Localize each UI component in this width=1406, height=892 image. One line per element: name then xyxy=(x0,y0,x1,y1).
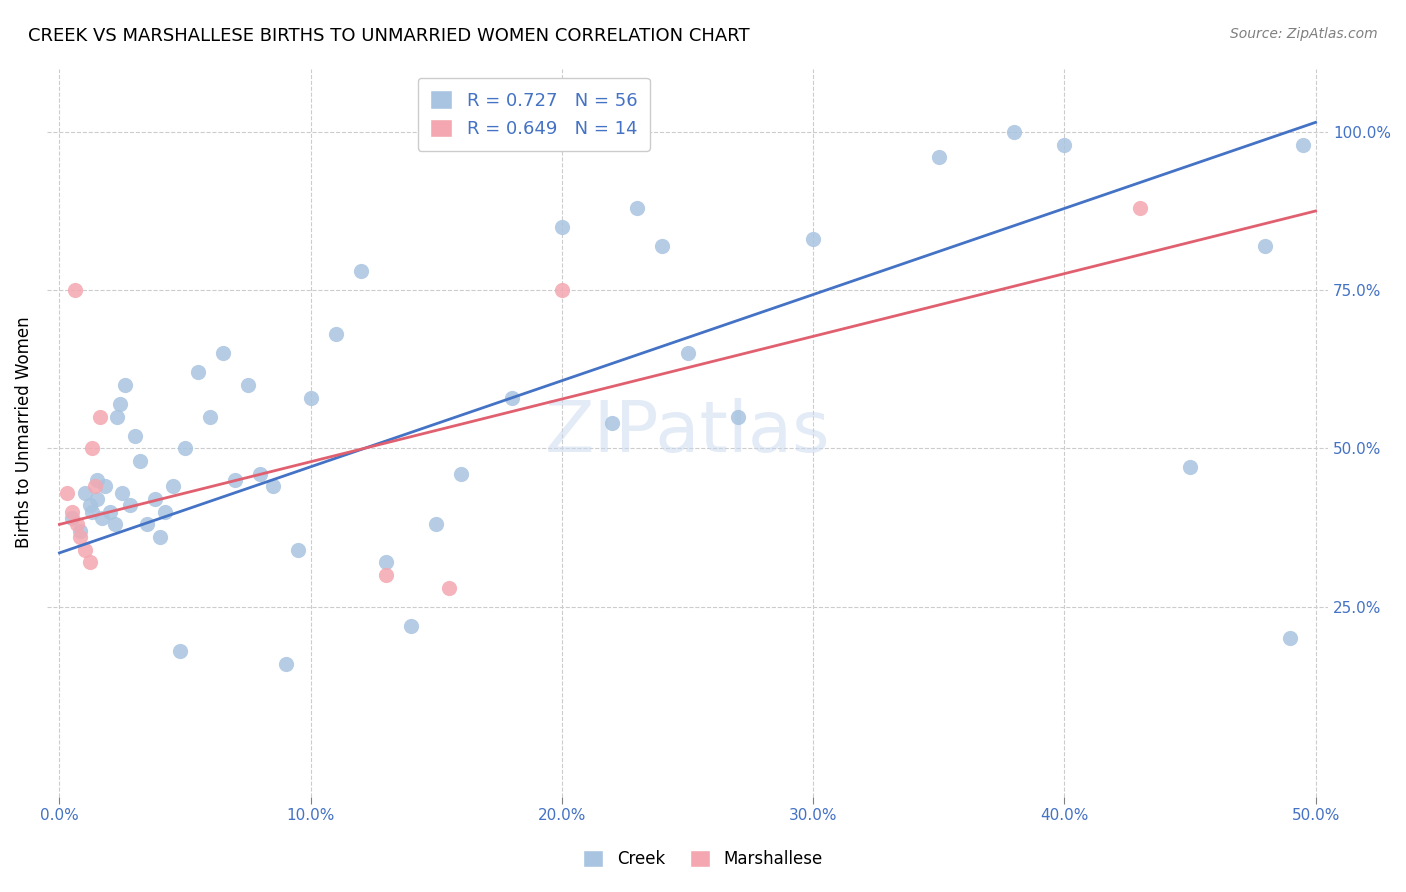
Point xyxy=(425,517,447,532)
Point xyxy=(73,485,96,500)
Point xyxy=(128,454,150,468)
Point xyxy=(118,499,141,513)
Point xyxy=(174,442,197,456)
Legend: Creek, Marshallese: Creek, Marshallese xyxy=(576,843,830,875)
Point xyxy=(143,492,166,507)
Point xyxy=(249,467,271,481)
Point xyxy=(60,505,83,519)
Point xyxy=(651,239,673,253)
Point xyxy=(98,505,121,519)
Point xyxy=(169,644,191,658)
Point xyxy=(105,409,128,424)
Point xyxy=(149,530,172,544)
Point xyxy=(437,581,460,595)
Point xyxy=(676,346,699,360)
Point xyxy=(1053,137,1076,152)
Point xyxy=(626,201,648,215)
Point xyxy=(801,232,824,246)
Point xyxy=(111,485,134,500)
Point xyxy=(91,511,114,525)
Point xyxy=(63,283,86,297)
Point xyxy=(375,555,398,569)
Point xyxy=(1279,632,1302,646)
Text: CREEK VS MARSHALLESE BIRTHS TO UNMARRIED WOMEN CORRELATION CHART: CREEK VS MARSHALLESE BIRTHS TO UNMARRIED… xyxy=(28,27,749,45)
Point xyxy=(136,517,159,532)
Point xyxy=(82,442,104,456)
Point xyxy=(162,479,184,493)
Point xyxy=(375,568,398,582)
Point xyxy=(187,366,209,380)
Point xyxy=(1178,460,1201,475)
Point xyxy=(211,346,233,360)
Point xyxy=(79,555,101,569)
Text: ZIPatlas: ZIPatlas xyxy=(544,398,831,467)
Point xyxy=(124,429,146,443)
Point xyxy=(287,542,309,557)
Point xyxy=(1292,137,1315,152)
Point xyxy=(299,391,322,405)
Point xyxy=(56,485,79,500)
Point xyxy=(262,479,284,493)
Point xyxy=(501,391,523,405)
Point xyxy=(79,499,101,513)
Point xyxy=(399,618,422,632)
Point xyxy=(600,416,623,430)
Point xyxy=(236,378,259,392)
Point xyxy=(82,505,104,519)
Point xyxy=(350,264,373,278)
Point xyxy=(325,327,347,342)
Point xyxy=(108,397,131,411)
Point xyxy=(69,530,91,544)
Point xyxy=(86,492,108,507)
Text: Source: ZipAtlas.com: Source: ZipAtlas.com xyxy=(1230,27,1378,41)
Point xyxy=(928,150,950,164)
Point xyxy=(60,511,83,525)
Point xyxy=(104,517,127,532)
Point xyxy=(450,467,472,481)
Point xyxy=(69,524,91,538)
Legend: R = 0.727   N = 56, R = 0.649   N = 14: R = 0.727 N = 56, R = 0.649 N = 14 xyxy=(418,78,650,151)
Point xyxy=(274,657,297,671)
Point xyxy=(89,409,111,424)
Y-axis label: Births to Unmarried Women: Births to Unmarried Women xyxy=(15,317,32,549)
Point xyxy=(86,473,108,487)
Point xyxy=(66,517,89,532)
Point xyxy=(198,409,221,424)
Point xyxy=(1002,125,1025,139)
Point xyxy=(114,378,136,392)
Point xyxy=(1254,239,1277,253)
Point xyxy=(551,283,574,297)
Point xyxy=(551,219,574,234)
Point xyxy=(83,479,105,493)
Point xyxy=(727,409,749,424)
Point xyxy=(1129,201,1152,215)
Point xyxy=(73,542,96,557)
Point xyxy=(93,479,115,493)
Point xyxy=(224,473,246,487)
Point xyxy=(153,505,176,519)
